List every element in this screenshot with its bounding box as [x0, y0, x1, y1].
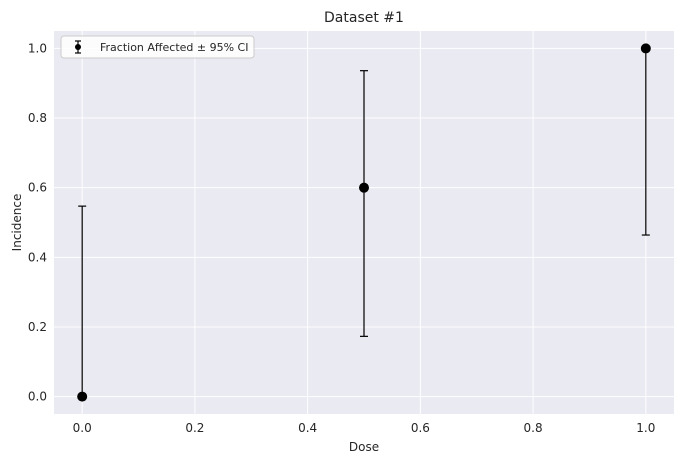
legend-marker	[75, 44, 81, 50]
error-bar	[360, 70, 368, 337]
legend-entry-label: Fraction Affected ± 95% CI	[100, 41, 248, 54]
y-tick-label: 0.6	[28, 181, 47, 195]
x-tick-label: 1.0	[636, 421, 655, 435]
legend-symbol	[75, 40, 81, 54]
data-layer	[77, 43, 651, 402]
x-axis-label: Dose	[349, 440, 379, 454]
x-tick-label: 0.8	[524, 421, 543, 435]
legend: Fraction Affected ± 95% CI	[60, 35, 255, 59]
y-tick-label: 1.0	[28, 41, 47, 55]
y-tick-label: 0.2	[28, 320, 47, 334]
y-tick-label: 0.8	[28, 111, 47, 125]
y-axis-label: Incidence	[10, 194, 24, 252]
data-point	[359, 182, 369, 193]
tick-labels: 0.0 0.2 0.4 0.6 0.8 1.0 0.0 0.2 0.4 0.6 0.8 1.0	[28, 41, 655, 435]
chart-title: Dataset #1	[324, 10, 404, 26]
data-point	[640, 43, 651, 54]
x-tick-label: 0.2	[185, 421, 204, 435]
x-tick-label: 0.0	[73, 421, 92, 435]
data-point	[77, 391, 88, 402]
legend-box	[60, 35, 255, 59]
y-tick-label: 0.4	[28, 250, 47, 264]
x-tick-label: 0.6	[411, 421, 430, 435]
x-tick-label: 0.4	[298, 421, 317, 435]
y-tick-label: 0.0	[28, 390, 47, 404]
